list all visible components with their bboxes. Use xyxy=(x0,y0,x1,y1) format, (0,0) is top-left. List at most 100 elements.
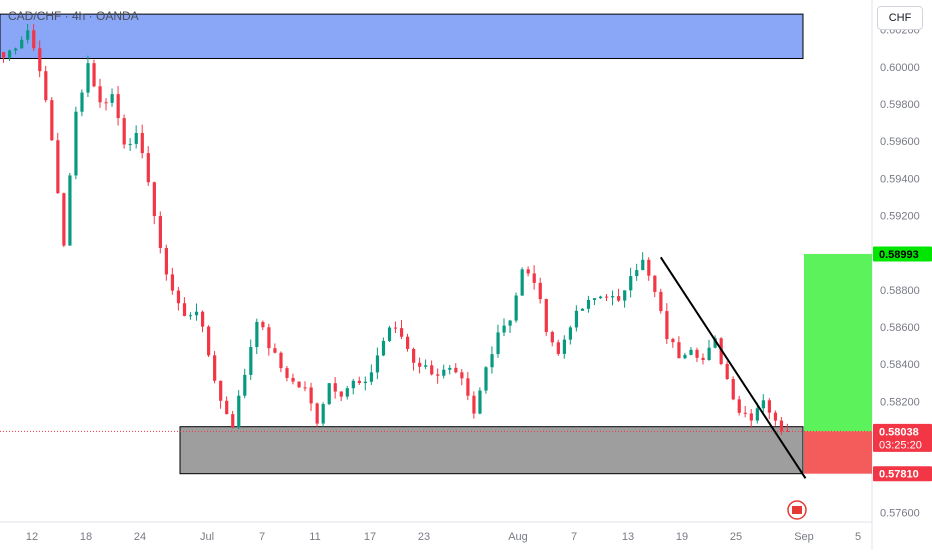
candle-body xyxy=(514,295,518,321)
candle-body xyxy=(194,311,199,316)
candle-body xyxy=(773,412,778,421)
candle-body xyxy=(659,291,663,312)
candle-body xyxy=(369,372,374,382)
candle-body xyxy=(418,362,422,367)
y-tick-label: 0.58200 xyxy=(880,396,920,408)
candle-body xyxy=(393,327,398,329)
candle-body xyxy=(315,403,319,424)
candle-body xyxy=(62,193,66,246)
candle-body xyxy=(188,315,193,317)
candle-body xyxy=(255,321,259,348)
x-tick-label: Jul xyxy=(200,531,214,543)
candle-body xyxy=(321,404,325,424)
candle-body xyxy=(213,355,217,381)
candle-body xyxy=(303,387,307,389)
candle-body xyxy=(267,327,271,349)
candle-body xyxy=(86,63,90,93)
x-tick-label: 13 xyxy=(622,531,634,543)
candle-body xyxy=(478,390,482,414)
candle-body xyxy=(38,48,42,72)
candle-body xyxy=(279,352,283,369)
candle-body xyxy=(472,395,476,414)
candle-body xyxy=(460,372,464,379)
candle-body xyxy=(713,338,717,348)
candle-body xyxy=(412,348,416,363)
candle-body xyxy=(574,310,579,328)
demand-zone xyxy=(179,426,804,475)
candle-body xyxy=(134,132,138,144)
candle-body xyxy=(285,368,289,378)
candle-body xyxy=(243,374,247,396)
candle-body xyxy=(671,338,675,343)
candle-body xyxy=(448,367,452,370)
candle-body xyxy=(695,349,699,358)
candle-body xyxy=(200,311,205,327)
candle-body xyxy=(381,340,386,356)
current-price-label-countdown: 03:25:20 xyxy=(879,439,922,451)
x-tick-label: Sep xyxy=(794,531,814,543)
candle-body xyxy=(677,342,681,359)
candle-body xyxy=(538,282,542,300)
candle-body xyxy=(454,367,458,373)
x-tick-label: 12 xyxy=(26,531,38,543)
current-price-label: 0.58038 xyxy=(879,426,919,438)
candle-body xyxy=(442,369,446,376)
x-tick-label: 11 xyxy=(309,531,320,543)
candle-body xyxy=(737,399,741,413)
candle-body xyxy=(424,365,428,367)
candle-body xyxy=(653,275,657,292)
candle-body xyxy=(140,132,144,154)
candle-body xyxy=(309,387,313,404)
candle-body xyxy=(56,140,60,194)
candle-body xyxy=(430,365,434,375)
candle-body xyxy=(327,383,331,405)
candle-body xyxy=(164,247,169,275)
candle-body xyxy=(749,413,753,421)
candle-body xyxy=(623,290,627,301)
y-tick-label: 0.57600 xyxy=(880,508,920,520)
candle-body xyxy=(8,50,12,58)
candle-body xyxy=(665,311,669,339)
candle-body xyxy=(635,270,639,277)
candle-body xyxy=(14,48,18,51)
stop-price-label-bg xyxy=(873,466,932,482)
candle-body xyxy=(617,296,621,301)
candle-body xyxy=(502,325,506,333)
candle-body xyxy=(556,342,560,354)
candle-body xyxy=(611,296,615,298)
candle-body xyxy=(297,381,301,388)
candle-body xyxy=(785,430,790,432)
y-tick-label: 0.58800 xyxy=(880,285,920,297)
candle-body xyxy=(490,354,494,368)
y-tick-label: 0.58400 xyxy=(880,359,920,371)
symbol-title: CAD/CHF · 4h · OANDA xyxy=(8,9,139,23)
candle-body xyxy=(32,30,36,49)
candle-body xyxy=(484,367,488,391)
candle-body xyxy=(779,420,784,431)
candle-body xyxy=(116,94,120,119)
candle-body xyxy=(496,332,500,355)
candle-body xyxy=(146,153,150,183)
x-tick-label: 7 xyxy=(259,531,265,543)
candle-body xyxy=(689,349,693,355)
candle-body xyxy=(249,347,253,375)
candle-body xyxy=(357,380,361,384)
currency-button[interactable]: CHF xyxy=(877,6,923,30)
target-price-label: 0.58993 xyxy=(879,249,919,261)
candle-body xyxy=(647,259,651,276)
candle-body xyxy=(767,400,772,413)
candle-body xyxy=(743,412,747,414)
candle-body xyxy=(562,339,566,354)
candle-body xyxy=(158,216,162,248)
candle-body xyxy=(387,327,392,341)
y-tick-label: 0.59200 xyxy=(880,210,920,222)
candle-body xyxy=(406,336,410,349)
candle-body xyxy=(231,414,235,428)
x-tick-label: 19 xyxy=(676,531,688,543)
candle-body xyxy=(544,299,548,332)
candle-body xyxy=(110,94,114,103)
candle-body xyxy=(68,175,72,246)
candle-body xyxy=(641,259,645,271)
